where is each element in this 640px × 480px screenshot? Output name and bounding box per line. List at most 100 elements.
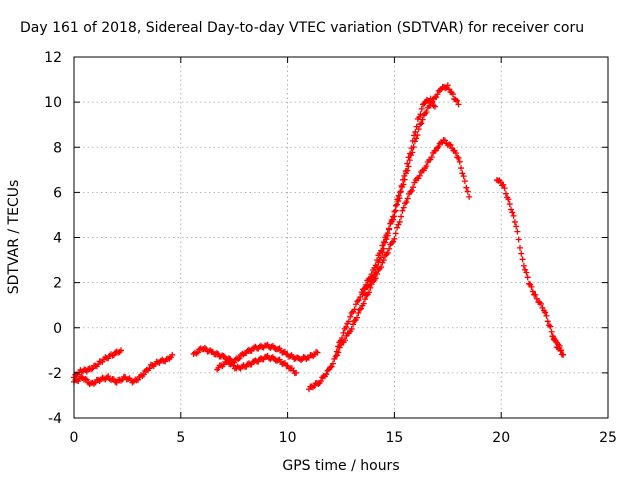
data-point	[408, 145, 415, 152]
data-point	[461, 178, 468, 185]
data-point	[337, 337, 344, 344]
data-point	[514, 228, 521, 235]
data-point	[444, 82, 451, 89]
data-point	[328, 363, 335, 370]
data-point	[390, 213, 397, 220]
data-point	[428, 154, 435, 161]
data-point	[391, 208, 398, 215]
y-tick-label: 10	[44, 95, 62, 111]
data-point	[367, 278, 374, 285]
data-point	[399, 207, 406, 214]
data-point	[355, 310, 362, 317]
data-point	[268, 343, 275, 350]
data-point	[398, 182, 405, 189]
data-point	[356, 306, 363, 313]
data-point	[268, 354, 275, 361]
x-tick-label: 5	[176, 430, 185, 446]
data-point	[225, 355, 232, 362]
data-point	[287, 353, 294, 360]
data-point	[405, 154, 412, 161]
data-point	[329, 360, 336, 367]
y-tick-label: 12	[44, 50, 62, 66]
data-point	[418, 120, 425, 127]
data-point	[245, 346, 252, 353]
chart-title: Day 161 of 2018, Sidereal Day-to-day VTE…	[20, 20, 584, 36]
data-point	[331, 355, 338, 362]
data-point	[366, 289, 373, 296]
data-point	[412, 128, 419, 135]
data-point	[402, 200, 409, 207]
data-point	[556, 342, 563, 349]
data-point	[442, 85, 449, 92]
data-point	[455, 154, 462, 161]
data-point	[314, 349, 321, 356]
data-point	[548, 328, 555, 335]
x-tick-label: 25	[599, 430, 617, 446]
data-point	[354, 298, 361, 305]
data-point	[263, 353, 270, 360]
data-point	[510, 212, 517, 219]
data-point	[546, 322, 553, 329]
data-point	[560, 351, 567, 358]
data-point	[511, 218, 518, 225]
data-point	[549, 333, 556, 340]
data-point	[213, 350, 220, 357]
data-point	[169, 351, 176, 358]
data-point	[547, 323, 554, 330]
data-point	[194, 349, 201, 356]
data-point	[402, 168, 409, 175]
data-point	[406, 157, 413, 164]
data-point	[323, 371, 330, 378]
data-point	[433, 94, 440, 101]
data-point	[523, 269, 530, 276]
data-point	[459, 170, 466, 177]
data-point	[464, 188, 471, 195]
data-point	[519, 256, 526, 263]
data-point	[518, 250, 525, 257]
data-point	[413, 123, 420, 130]
data-point	[360, 300, 367, 307]
data-point	[397, 189, 404, 196]
data-point	[460, 173, 467, 180]
data-point	[463, 184, 470, 191]
data-point	[392, 202, 399, 209]
data-point	[335, 343, 342, 350]
data-point	[383, 236, 390, 243]
data-point	[509, 209, 516, 216]
data-point	[396, 218, 403, 225]
data-point	[454, 154, 461, 161]
data-point	[403, 199, 410, 206]
data-point	[435, 143, 442, 150]
data-point	[500, 181, 507, 188]
data-point	[417, 111, 424, 118]
data-point	[379, 249, 386, 256]
data-point	[251, 344, 258, 351]
data-point	[351, 306, 358, 313]
y-tick-label: -4	[48, 411, 62, 427]
data-point	[452, 96, 459, 103]
data-point	[536, 299, 543, 306]
data-point	[423, 108, 430, 115]
data-point	[398, 213, 405, 220]
data-point	[401, 172, 408, 179]
data-point	[358, 305, 365, 312]
y-tick-label: 6	[53, 185, 62, 201]
data-point	[411, 179, 418, 186]
data-point	[83, 376, 90, 383]
data-point	[384, 249, 391, 256]
data-point	[362, 296, 369, 303]
data-point	[352, 301, 359, 308]
data-point	[390, 238, 397, 245]
data-point	[430, 102, 437, 109]
data-point	[366, 282, 373, 289]
data-point	[348, 309, 355, 316]
data-point	[543, 312, 550, 319]
data-point	[508, 206, 515, 213]
data-point	[362, 286, 369, 293]
data-point	[235, 356, 242, 363]
data-point	[408, 187, 415, 194]
data-point	[236, 355, 243, 362]
data-point	[263, 342, 270, 349]
data-point	[522, 266, 529, 273]
